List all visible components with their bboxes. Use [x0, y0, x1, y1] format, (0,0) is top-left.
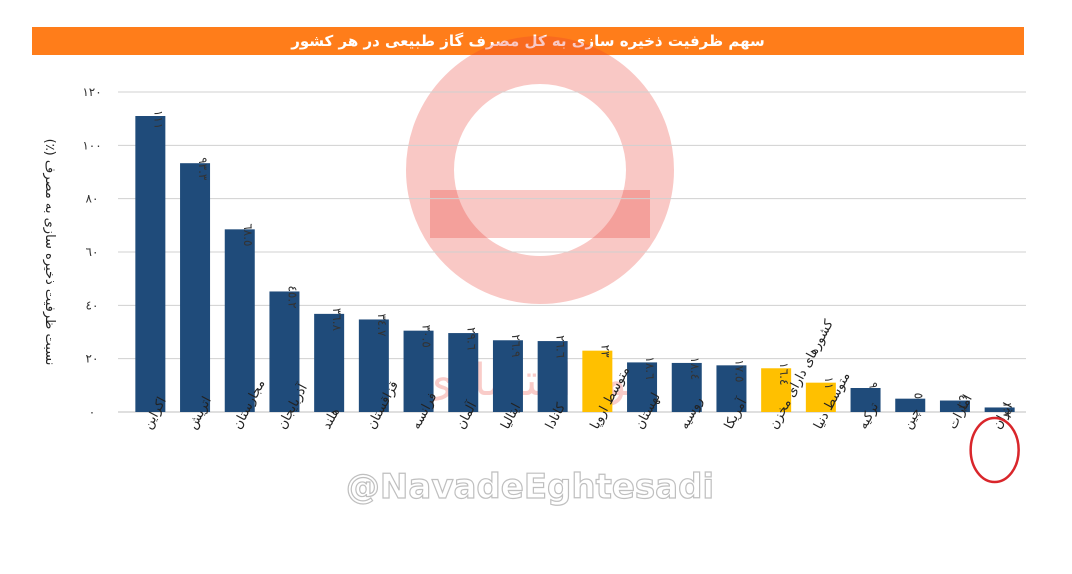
chart-title: سهم ظرفیت ذخیره سازی به کل مصرف گاز طبیع… — [291, 32, 765, 50]
bar — [180, 163, 211, 412]
data-label: ٣٦.٨ — [330, 308, 344, 332]
data-label: ٣٤.٧ — [375, 313, 389, 337]
data-label: ١١ — [822, 377, 836, 390]
bar — [448, 333, 479, 412]
data-label: ١٨.٤ — [688, 357, 702, 380]
data-label: ٦٨.٥ — [241, 223, 255, 246]
data-label: ٣٠.٥ — [420, 325, 434, 348]
bar — [671, 362, 702, 412]
data-label: ٢٦.٦ — [554, 335, 568, 358]
data-label: ٢٩.٦ — [464, 327, 478, 350]
y-tick-label: ١٢٠ — [82, 85, 101, 99]
bars — [135, 116, 1015, 412]
watermark-logo-ring — [406, 36, 674, 304]
y-axis-label: نسبت ظرفیت ذخیره سازی به مصرف (٪) — [42, 139, 57, 366]
bar — [805, 382, 836, 412]
watermark-handle: @NavadeEghtesadi — [346, 467, 714, 507]
data-label: ٤٥.٢ — [285, 285, 299, 308]
highlight-circle — [969, 416, 1020, 484]
bar — [269, 291, 300, 412]
y-tick-label: ٢٠ — [86, 352, 99, 366]
bar — [984, 407, 1015, 412]
y-tick-label: ٨٠ — [86, 192, 99, 206]
bar — [314, 313, 345, 412]
data-label: ٥ — [911, 393, 925, 399]
data-label: ٤.٣ — [956, 395, 970, 412]
watermark-logo-bar — [430, 190, 650, 238]
bar — [224, 229, 255, 412]
chart-title-bar: سهم ظرفیت ذخیره سازی به کل مصرف گاز طبیع… — [32, 27, 1024, 55]
data-label: ١١١ — [151, 110, 165, 129]
bar — [627, 362, 658, 412]
data-label: ٩ — [867, 382, 881, 388]
overlay — [969, 416, 1020, 484]
bar — [358, 319, 389, 412]
bar — [850, 388, 881, 412]
bar — [895, 398, 926, 412]
data-label: ٢٦.٩ — [509, 334, 523, 357]
data-label: ١٦.٤ — [777, 362, 791, 385]
bar — [537, 341, 568, 412]
y-tick-label: ٤٠ — [86, 298, 99, 312]
bar — [582, 350, 613, 412]
y-tick-label: ٦٠ — [86, 245, 99, 259]
y-tick-label: ١٠٠ — [82, 138, 101, 152]
watermark: نود اقتصادی@NavadeEghtesadi — [345, 36, 715, 508]
bar — [403, 330, 434, 412]
data-labels: ١١١ ٩٣.٣ ٦٨.٥ ٤٥.٢ ٣٦.٨ ٣٤.٧ ٣٠.٥ ٢٩.٦ ٢٦.٩ ٢٦.٦ ٢… — [151, 110, 1014, 419]
bar — [939, 400, 970, 412]
data-label: ١٨.٦ — [643, 356, 657, 379]
gridlines: ٠ ٢٠ ٤٠ ٦٠ ٨٠ ١٠٠ ١٢٠ نسبت ظرفیت ذخیره سازی به … — [42, 85, 1026, 419]
data-label: ١٧.٥ — [732, 359, 746, 382]
bar — [135, 116, 166, 412]
data-label: ٢٣ — [598, 345, 612, 358]
data-label: ١.٧ — [1001, 401, 1015, 418]
bar — [492, 340, 523, 412]
bar — [716, 365, 747, 412]
bar — [761, 368, 792, 412]
y-tick-label: ٠ — [89, 405, 95, 419]
data-label: ٩٣.٣ — [196, 157, 210, 181]
